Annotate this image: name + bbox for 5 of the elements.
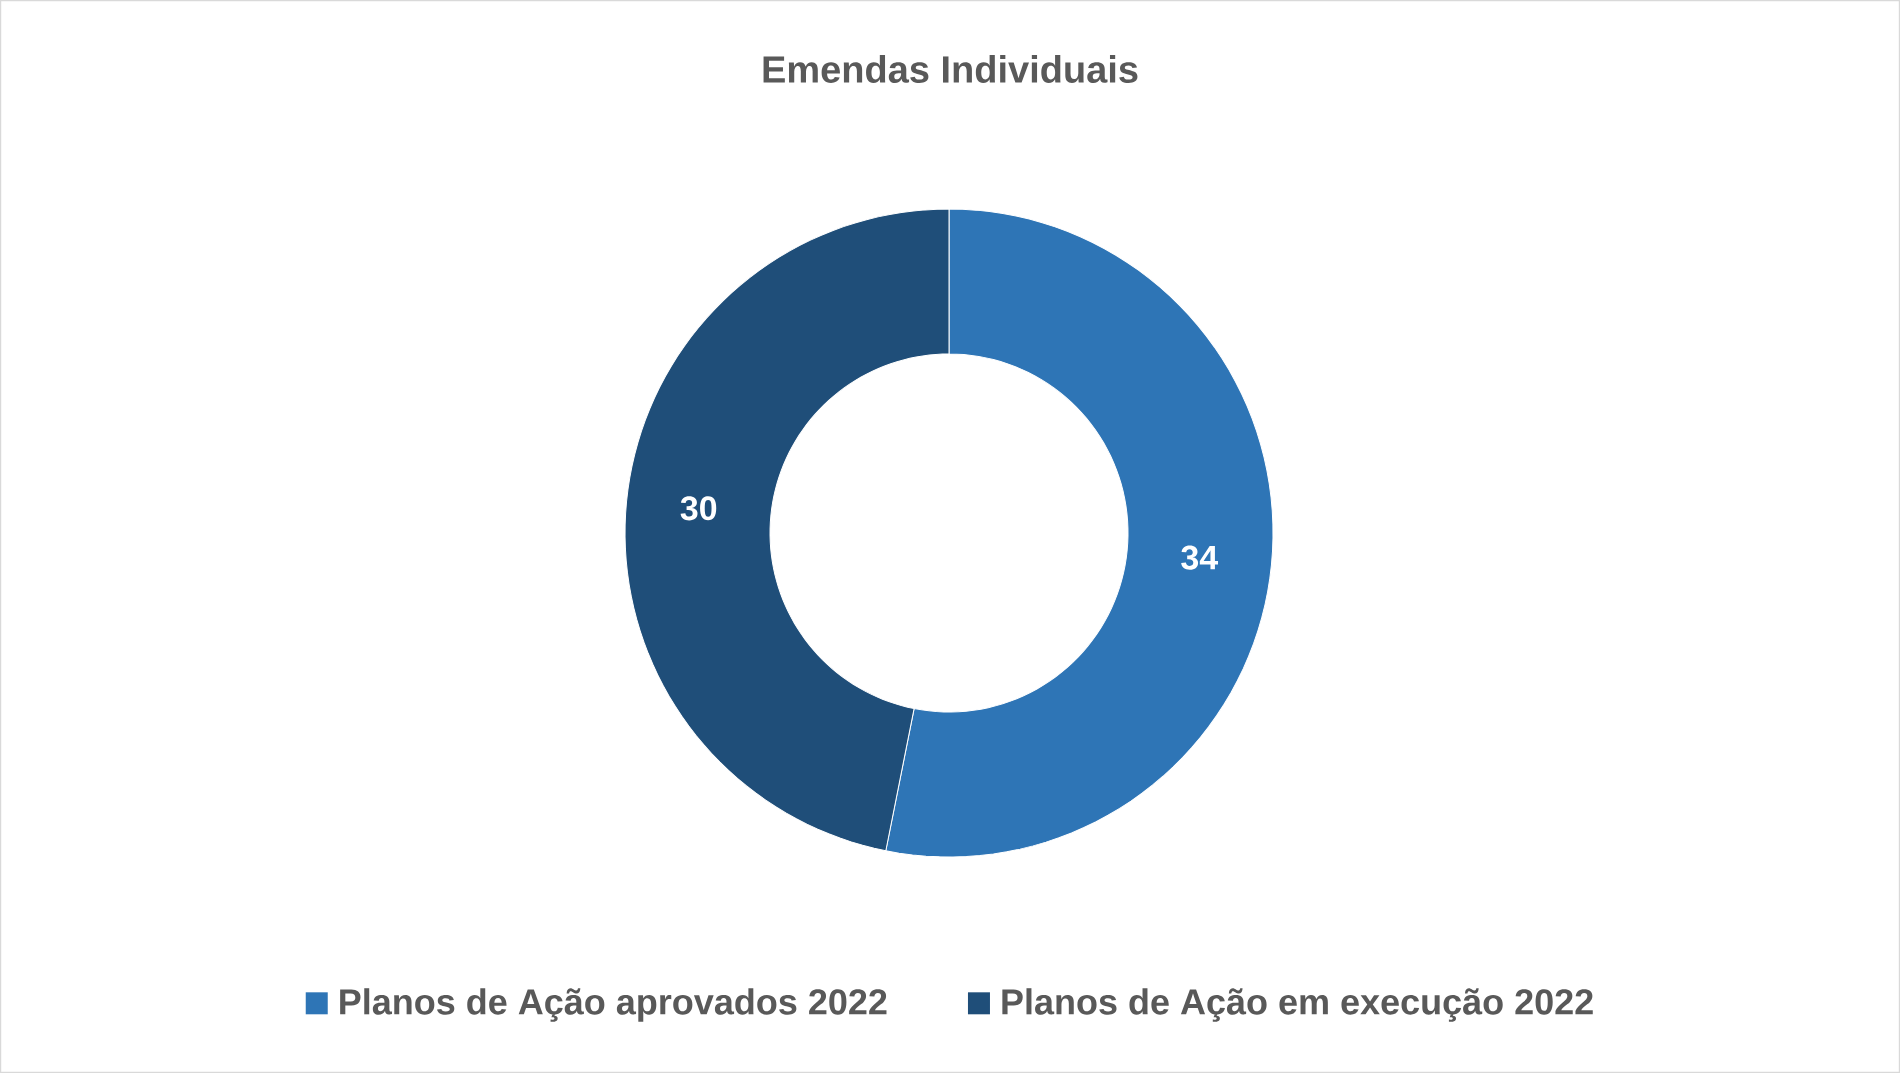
chart-title: Emendas Individuais xyxy=(763,55,1138,83)
legend-label: Planos de Ação em execução 2022 xyxy=(1002,988,1593,1022)
data-label: 30 xyxy=(680,496,717,521)
data-label: 34 xyxy=(1181,545,1219,570)
legend-label: Planos de Ação aprovados 2022 xyxy=(340,988,887,1022)
